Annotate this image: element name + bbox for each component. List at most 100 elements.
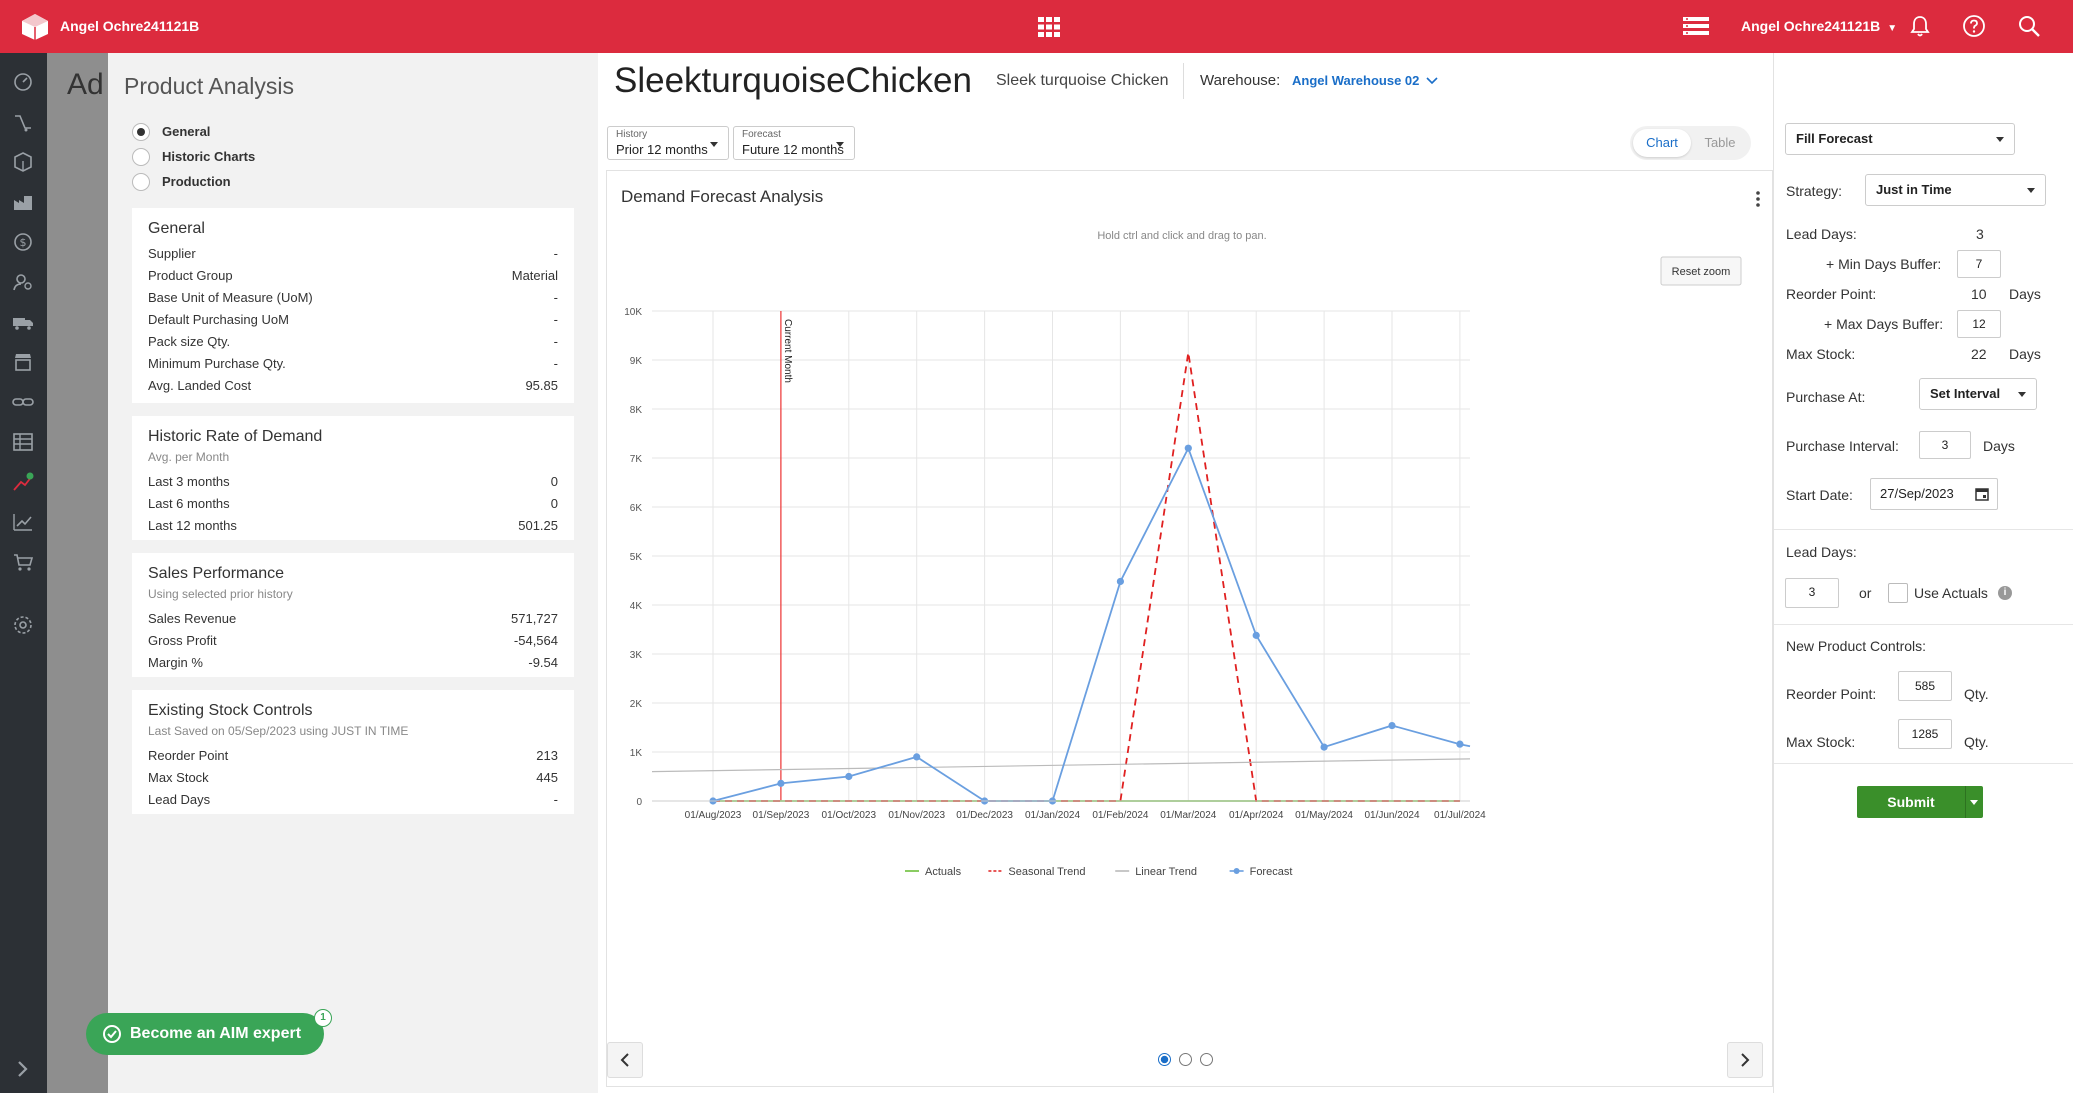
x-tick-label: 01/May/2024: [1295, 810, 1353, 821]
lead-days-override-input[interactable]: 3: [1785, 578, 1839, 608]
store-icon[interactable]: [11, 350, 35, 374]
x-tick-label: 01/Jun/2024: [1364, 810, 1419, 821]
finance-dollar-icon[interactable]: $: [11, 230, 35, 254]
radio-button[interactable]: [132, 122, 150, 141]
radio-production[interactable]: Production: [132, 169, 255, 194]
reports-table-icon[interactable]: [11, 430, 35, 454]
forecast-point: [1388, 721, 1396, 730]
notifications-bell-icon[interactable]: [1908, 14, 1932, 38]
user-menu[interactable]: Angel Ochre241121B ▼: [1741, 18, 1897, 34]
purchase-interval-unit: Days: [1983, 438, 2015, 454]
chart-view-button[interactable]: Chart: [1633, 129, 1691, 157]
max-stock-value: 22: [1971, 346, 1987, 362]
x-tick-label: 01/Oct/2023: [822, 810, 877, 821]
apps-grid-icon[interactable]: [1037, 16, 1061, 38]
x-tick-label: 01/Nov/2023: [888, 810, 945, 821]
radio-historic-charts[interactable]: Historic Charts: [132, 144, 255, 169]
page-dot[interactable]: [1200, 1053, 1213, 1066]
lead-days-label: Lead Days:: [1786, 226, 1857, 242]
product-analysis-panel: Product Analysis General Historic Charts…: [108, 53, 598, 1093]
np-reorder-point-input[interactable]: 585: [1898, 671, 1952, 701]
kv-label: Margin %: [148, 654, 203, 670]
kv-value: -: [553, 289, 558, 305]
kv-row: Product Group Material: [148, 264, 558, 286]
chart-series: Current Month: [651, 311, 1471, 805]
expand-rail-chevron-icon[interactable]: [10, 1057, 34, 1081]
existing-stock-controls-card: Existing Stock Controls Last Saved on 05…: [132, 690, 574, 814]
dashboard-icon[interactable]: [11, 70, 35, 94]
user-name: Angel Ochre241121B: [1741, 18, 1881, 34]
submit-button[interactable]: Submit: [1887, 794, 1935, 810]
page-dot[interactable]: [1179, 1053, 1192, 1066]
or-text: or: [1859, 585, 1872, 601]
submit-options-button[interactable]: [1965, 786, 1983, 818]
caret-down-icon: [1970, 800, 1978, 805]
settings-gear-icon[interactable]: [11, 613, 35, 637]
y-tick-label: 9K: [630, 356, 643, 367]
chart-menu-kebab-icon[interactable]: [1752, 189, 1764, 209]
kv-value: -54,564: [513, 632, 558, 648]
integrations-link-icon[interactable]: [11, 390, 35, 414]
shipping-truck-icon[interactable]: [11, 310, 35, 334]
help-icon[interactable]: [1962, 14, 1986, 38]
purchase-interval-input[interactable]: 3: [1919, 431, 1971, 459]
series-line-seasonal-trend: [713, 352, 1460, 802]
info-icon[interactable]: i: [1998, 586, 2012, 600]
start-date-input[interactable]: 27/Sep/2023: [1870, 478, 1998, 510]
chevron-left-icon: [620, 1053, 629, 1067]
kv-label: Gross Profit: [148, 632, 217, 648]
kv-row: Last 12 months 501.25: [148, 514, 558, 536]
np-reorder-point-label: Reorder Point:: [1786, 686, 1877, 702]
radio-button[interactable]: [132, 147, 150, 166]
kv-value: 445: [536, 769, 558, 785]
warehouse-dropdown[interactable]: Angel Warehouse 02: [1292, 73, 1438, 88]
max-stock-label: Max Stock:: [1786, 346, 1856, 362]
page-dot[interactable]: [1158, 1053, 1171, 1066]
purchase-at-select[interactable]: Set Interval: [1919, 378, 2037, 410]
y-tick-label: 10K: [624, 307, 642, 318]
products-box-icon[interactable]: [11, 150, 35, 174]
kv-label: Supplier: [148, 245, 196, 261]
become-expert-button[interactable]: Become an AIM expert: [86, 1013, 324, 1055]
brand-name[interactable]: Angel Ochre241121B: [60, 18, 200, 34]
table-view-button[interactable]: Table: [1704, 135, 1736, 150]
reset-zoom-button[interactable]: Reset zoom: [1660, 256, 1742, 286]
forecast-status-icon[interactable]: [11, 470, 35, 494]
purchase-interval-label: Purchase Interval:: [1786, 438, 1899, 454]
calendar-icon[interactable]: [1975, 487, 1989, 501]
analytics-chart-icon[interactable]: [11, 510, 35, 534]
radio-button[interactable]: [132, 172, 150, 191]
list-menu-icon[interactable]: [1683, 16, 1709, 36]
app-logo-icon[interactable]: [20, 13, 50, 41]
customer-search-icon[interactable]: [11, 270, 35, 294]
left-nav-rail: $: [0, 53, 47, 1093]
radio-general[interactable]: General: [132, 119, 255, 144]
factory-icon[interactable]: [11, 190, 35, 214]
history-select[interactable]: History Prior 12 months: [607, 126, 729, 160]
kv-label: Default Purchasing UoM: [148, 311, 289, 327]
lead-days-override-label: Lead Days:: [1786, 544, 1857, 560]
forecast-mode-select[interactable]: Fill Forecast: [1785, 123, 2015, 155]
strategy-select[interactable]: Just in Time: [1865, 174, 2046, 206]
cart-icon[interactable]: [11, 550, 35, 574]
forecast-point: [1320, 743, 1328, 751]
sales-icon[interactable]: [11, 110, 35, 134]
forecast-mode-value: Fill Forecast: [1796, 131, 1873, 146]
use-actuals-checkbox[interactable]: [1888, 583, 1908, 603]
legend-item: Linear Trend: [1115, 866, 1197, 878]
forecast-point: [1456, 740, 1464, 748]
kv-row: Reorder Point 213: [148, 744, 558, 766]
legend-item: Seasonal Trend: [988, 866, 1085, 878]
np-max-stock-input[interactable]: 1285: [1898, 719, 1952, 749]
sales-performance-card: Sales Performance Using selected prior h…: [132, 553, 574, 677]
kv-label: Base Unit of Measure (UoM): [148, 289, 313, 305]
search-icon[interactable]: [2017, 14, 2041, 38]
forecast-line-chart[interactable]: Hold ctrl and click and drag to pan. Cur…: [607, 171, 1774, 1088]
legend-label: Linear Trend: [1135, 866, 1197, 878]
forecast-select[interactable]: Forecast Future 12 months: [733, 126, 855, 160]
min-days-buffer-input[interactable]: 7: [1957, 250, 2001, 278]
chart-prev-button[interactable]: [607, 1042, 643, 1078]
max-days-buffer-input[interactable]: 12: [1957, 310, 2001, 338]
legend-label: Actuals: [925, 866, 962, 878]
chart-next-button[interactable]: [1727, 1042, 1763, 1078]
